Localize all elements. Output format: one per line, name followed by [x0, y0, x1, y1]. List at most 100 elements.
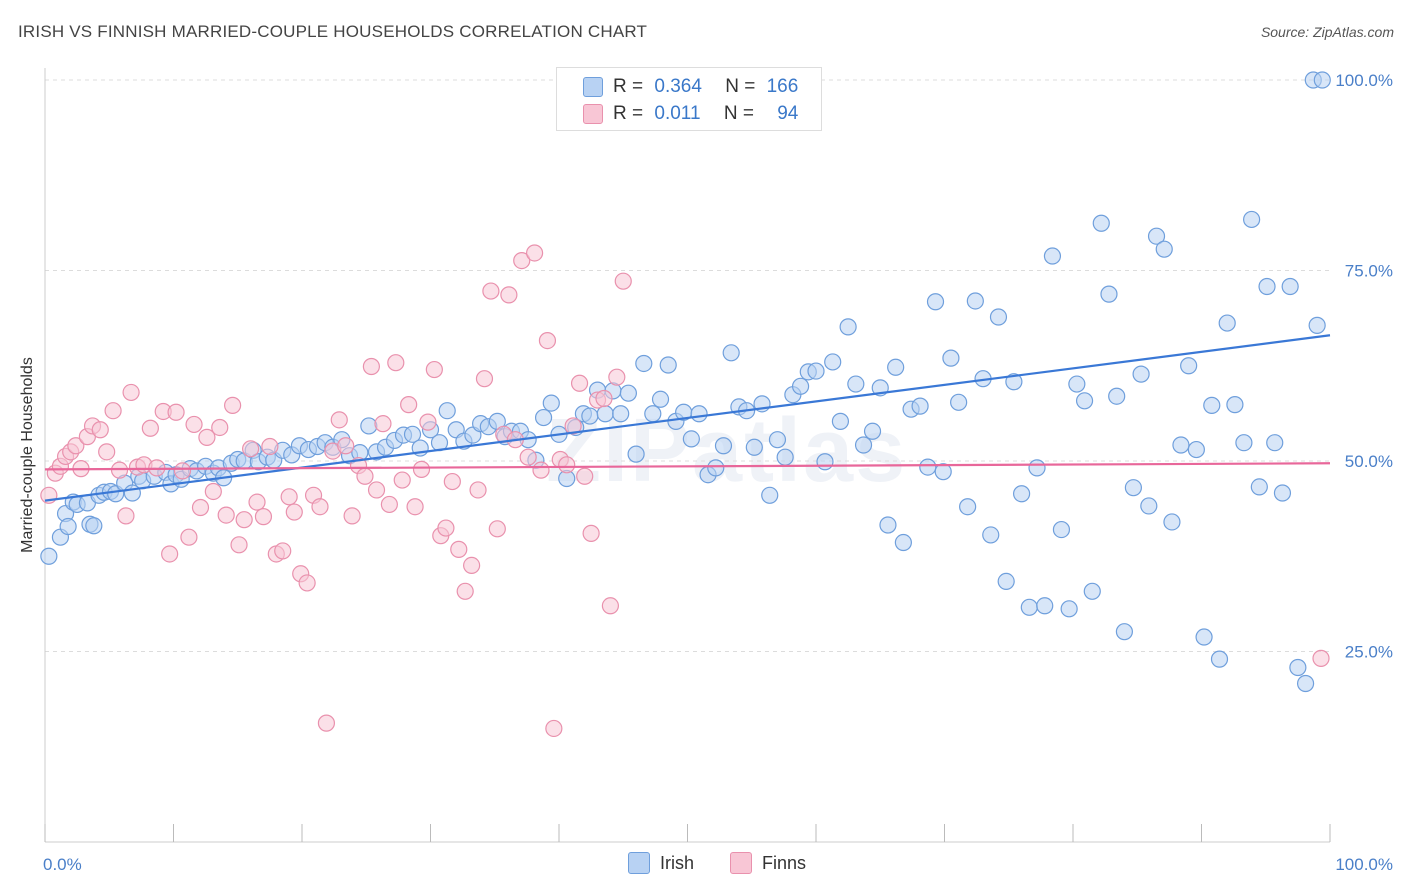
point-irish: [791, 377, 810, 395]
point-finns: [242, 440, 260, 458]
point-finns: [482, 282, 500, 300]
point-finns: [456, 582, 474, 600]
point-irish: [1083, 582, 1101, 600]
y-tick-label: 100.0%: [1335, 71, 1393, 90]
point-finns: [274, 542, 292, 560]
point-finns: [224, 396, 242, 414]
point-finns: [180, 528, 198, 546]
point-finns: [558, 456, 576, 474]
point-irish: [942, 349, 960, 367]
x-tick-label: 100.0%: [1335, 855, 1393, 874]
point-irish: [682, 430, 700, 448]
point-irish: [839, 318, 857, 336]
series-label-irish: Irish: [660, 852, 695, 873]
point-finns: [254, 508, 273, 526]
point-irish: [1243, 210, 1261, 229]
point-irish: [887, 358, 905, 376]
point-irish: [627, 445, 645, 463]
point-irish: [1281, 277, 1299, 296]
point-irish: [1124, 479, 1142, 497]
point-finns: [248, 493, 266, 511]
point-irish: [1226, 396, 1244, 414]
point-finns: [538, 332, 557, 350]
point-irish: [1092, 214, 1110, 232]
point-irish: [1075, 392, 1094, 410]
point-irish: [1187, 440, 1205, 459]
point-irish: [1210, 650, 1229, 668]
point-irish: [714, 437, 733, 455]
point-irish: [959, 498, 977, 516]
point-finns: [211, 418, 229, 437]
point-irish: [1036, 597, 1054, 615]
point-irish: [879, 516, 897, 534]
point-finns: [525, 244, 544, 262]
point-finns: [217, 506, 235, 524]
y-tick-label: 25.0%: [1345, 643, 1393, 662]
legend-r-value-irish: 0.364: [654, 76, 702, 97]
point-irish: [1020, 598, 1038, 616]
point-irish: [894, 533, 912, 552]
point-irish: [768, 431, 787, 449]
point-irish: [745, 438, 763, 456]
point-finns: [387, 354, 405, 372]
point-finns: [608, 368, 626, 386]
point-finns: [285, 503, 303, 521]
point-irish: [824, 353, 842, 371]
point-finns: [400, 396, 418, 414]
point-irish: [934, 463, 952, 481]
point-irish: [950, 393, 968, 411]
point-irish: [1140, 497, 1158, 515]
point-irish: [1203, 396, 1221, 414]
trendline-irish: [44, 334, 1331, 502]
point-finns: [317, 714, 336, 732]
trendline-finns: [44, 462, 1331, 471]
series-label-finns: Finns: [762, 852, 807, 873]
point-irish: [1313, 71, 1331, 89]
point-finns: [406, 498, 424, 516]
point-irish: [534, 408, 553, 427]
series-swatch-finns: [730, 852, 752, 874]
legend-n-value-finns: 94: [777, 103, 799, 124]
point-irish: [831, 412, 850, 430]
point-irish: [651, 390, 670, 408]
point-finns: [601, 597, 620, 615]
point-irish: [635, 354, 653, 373]
point-irish: [1005, 373, 1023, 391]
point-irish: [1043, 247, 1062, 265]
series-legend-irish[interactable]: Irish: [628, 852, 694, 874]
point-irish: [997, 572, 1015, 590]
point-finns: [419, 413, 437, 431]
point-finns: [545, 719, 563, 738]
point-irish: [1115, 623, 1134, 641]
point-finns: [564, 417, 582, 435]
point-irish: [644, 405, 662, 423]
point-irish: [659, 356, 677, 374]
point-finns: [519, 448, 537, 466]
point-finns: [117, 507, 135, 525]
point-finns: [337, 437, 355, 455]
point-irish: [1258, 277, 1276, 296]
point-finns: [374, 415, 392, 433]
point-finns: [393, 471, 411, 489]
point-irish: [542, 394, 560, 412]
point-finns: [1312, 649, 1330, 667]
point-irish: [854, 436, 873, 454]
legend-row-finns: R = 0.011 N = 94: [613, 103, 798, 125]
legend-swatch-finns: [583, 104, 603, 124]
point-finns: [463, 556, 481, 574]
point-finns: [362, 357, 380, 376]
point-irish: [40, 547, 58, 565]
series-legend-finns[interactable]: Finns: [730, 852, 806, 874]
point-irish: [863, 422, 882, 440]
source-credit: Source: ZipAtlas.com: [1260, 24, 1394, 40]
point-irish: [690, 405, 708, 423]
point-finns: [513, 251, 531, 270]
point-irish: [816, 453, 834, 471]
point-irish: [1296, 674, 1315, 693]
y-tick-label: 75.0%: [1345, 262, 1393, 281]
point-finns: [582, 524, 600, 542]
point-irish: [85, 517, 103, 535]
point-irish: [966, 292, 984, 310]
point-irish: [1132, 365, 1150, 383]
